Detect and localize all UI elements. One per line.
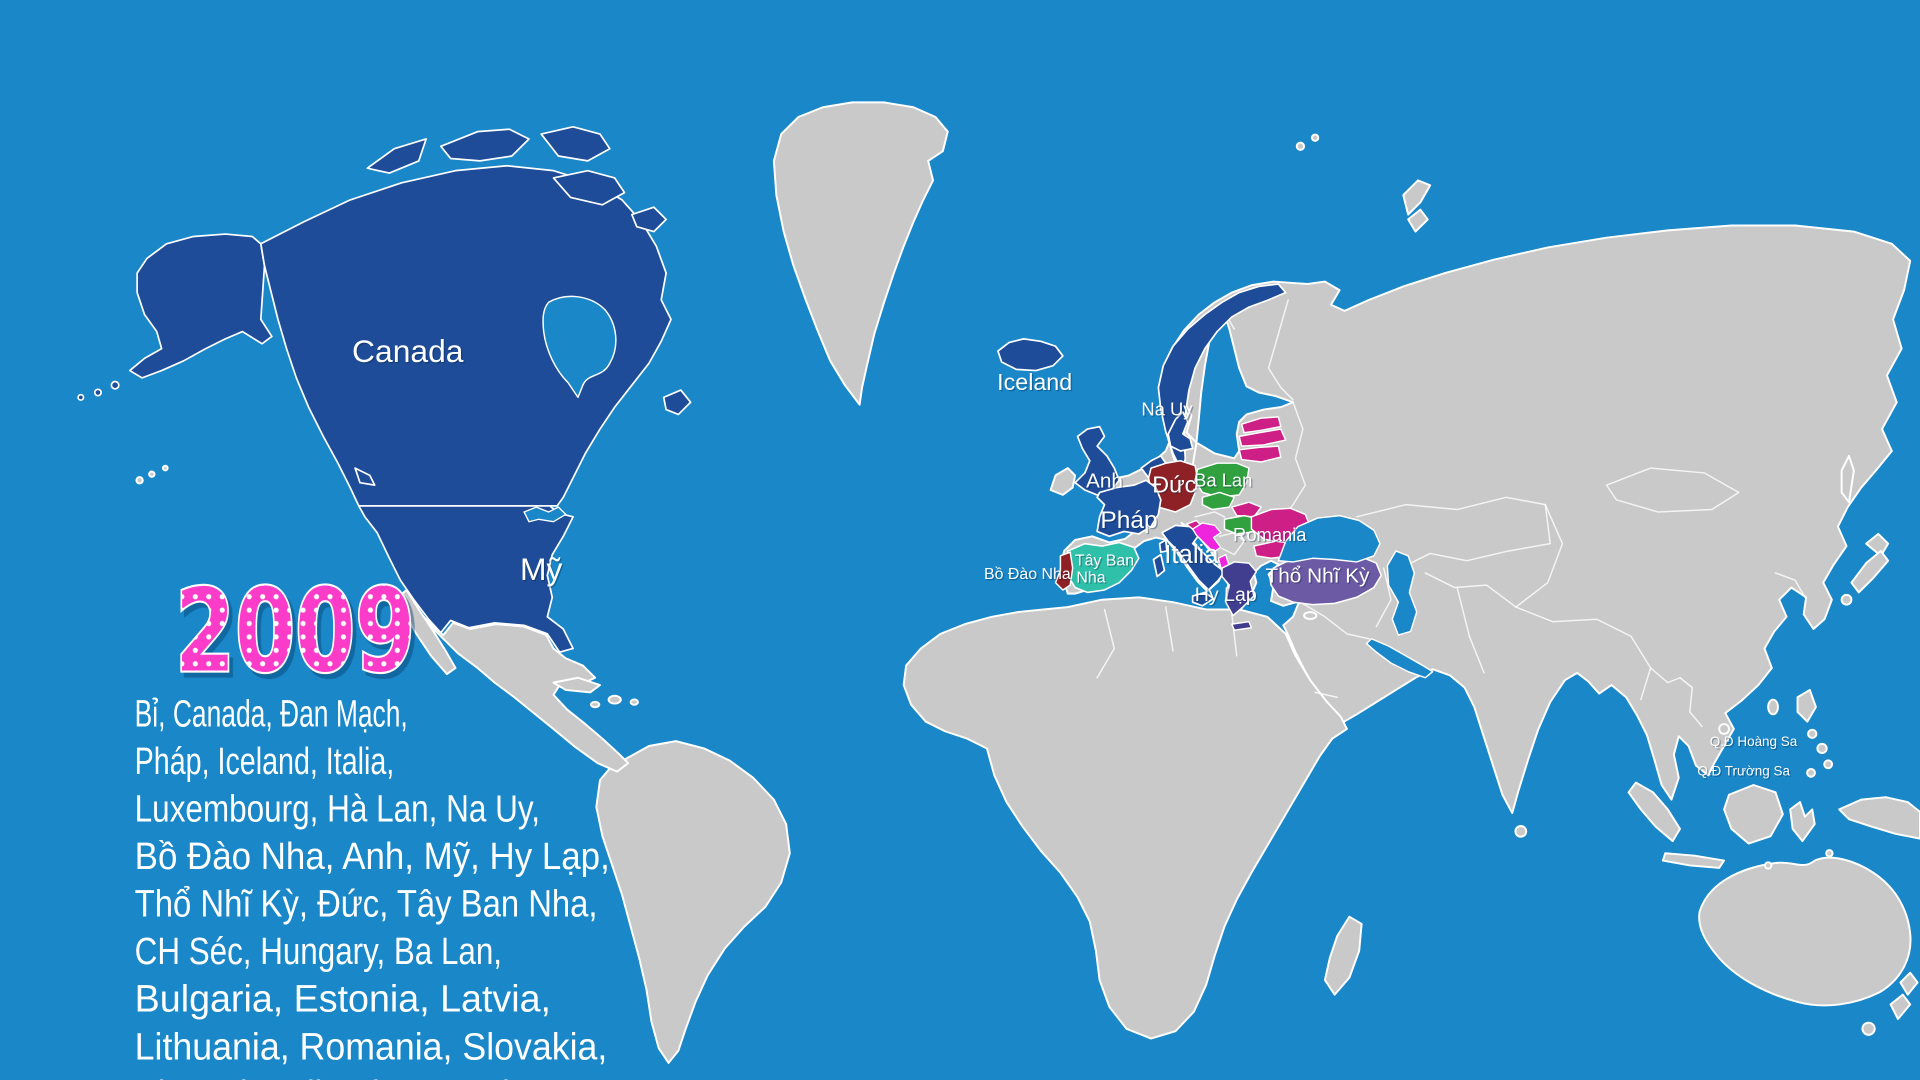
country-slovakia bbox=[1231, 501, 1262, 518]
caribbean-islands bbox=[552, 676, 639, 709]
label-spratly-islands: Q.Đ Trường Sa bbox=[1697, 763, 1790, 778]
black-sea bbox=[1277, 514, 1381, 563]
label-spain-line2: Nha bbox=[1076, 570, 1105, 587]
tasmania bbox=[1861, 1021, 1876, 1036]
ireland bbox=[1049, 467, 1077, 496]
country-canada bbox=[259, 164, 672, 507]
country-border-seams bbox=[1096, 299, 1806, 728]
great-lakes bbox=[523, 506, 567, 523]
continent-africa bbox=[902, 596, 1348, 1040]
cyprus bbox=[1303, 611, 1318, 620]
hudson-bay bbox=[542, 295, 617, 399]
sardinia bbox=[1152, 553, 1166, 578]
east-asia-islands bbox=[1514, 454, 1890, 838]
continent-south-america bbox=[595, 740, 791, 1064]
hawaii-islands bbox=[135, 464, 169, 485]
country-usa bbox=[357, 505, 574, 653]
country-lithuania bbox=[1238, 445, 1282, 463]
label-uk: Anh bbox=[1086, 470, 1123, 493]
madagascar bbox=[1323, 915, 1363, 996]
label-portugal: Bồ Đào Nha bbox=[984, 566, 1071, 583]
caspian-sea bbox=[1386, 550, 1418, 636]
label-romania: Romania bbox=[1233, 524, 1307, 545]
label-canada: Canada bbox=[352, 333, 464, 369]
country-croatia bbox=[1191, 522, 1222, 553]
country-denmark bbox=[1167, 411, 1194, 452]
list-line: CH Séc, Hungary, Ba Lan, bbox=[135, 931, 502, 973]
label-paracel-islands: Q.Đ Hoàng Sa bbox=[1710, 734, 1798, 749]
label-norway: Na Uy bbox=[1141, 399, 1193, 420]
country-france bbox=[1096, 479, 1162, 538]
member-country-list: Bỉ, Canada, Đan Mạch, Pháp, Iceland, Ita… bbox=[135, 694, 610, 1080]
label-poland: Ba Lan bbox=[1194, 469, 1252, 490]
vancouver-island bbox=[354, 467, 376, 486]
country-estonia bbox=[1240, 416, 1282, 434]
aleutian-islands bbox=[77, 380, 120, 401]
crete bbox=[1231, 620, 1253, 631]
year-title: 2009 bbox=[175, 565, 415, 699]
label-france: Pháp bbox=[1100, 507, 1157, 534]
label-usa: Mỹ bbox=[520, 551, 563, 587]
label-germany: Đức bbox=[1152, 472, 1196, 498]
country-greece bbox=[1221, 561, 1258, 617]
continent-eurasia bbox=[1059, 224, 1912, 815]
australia bbox=[1698, 856, 1912, 1007]
southeast-asia-islands bbox=[1627, 688, 1920, 870]
list-line: Bỉ, Canada, Đan Mạch, bbox=[135, 694, 408, 736]
list-line: Lithuania, Romania, Slovakia, bbox=[135, 1026, 608, 1068]
label-spain-line1: Tây Ban bbox=[1075, 553, 1134, 570]
label-turkey: Thổ Nhĩ Kỳ bbox=[1266, 565, 1371, 588]
list-line: Bulgaria, Estonia, Latvia, bbox=[135, 979, 551, 1021]
label-iceland: Iceland bbox=[997, 369, 1072, 395]
country-norway bbox=[1157, 283, 1287, 474]
list-line: Luxembourg, Hà Lan, Na Uy, bbox=[135, 789, 540, 831]
greenland bbox=[772, 101, 949, 406]
country-latvia bbox=[1238, 428, 1287, 447]
list-line: Bồ Đào Nha, Anh, Mỹ, Hy Lạp, bbox=[135, 836, 610, 878]
list-line: Thổ Nhĩ Kỳ, Đức, Tây Ban Nha, bbox=[135, 884, 598, 926]
new-zealand bbox=[1889, 971, 1919, 1021]
label-greece: Hy Lạp bbox=[1195, 584, 1257, 606]
baja-california bbox=[396, 589, 457, 676]
country-alaska bbox=[128, 233, 273, 379]
label-italy: Italia bbox=[1164, 541, 1219, 569]
sicily bbox=[1191, 591, 1215, 607]
country-portugal bbox=[1054, 551, 1074, 591]
list-line: Slovenia, Albania, Croatia bbox=[135, 1074, 530, 1080]
list-line: Pháp, Iceland, Italia, bbox=[135, 741, 395, 783]
arctic-islands-russia bbox=[1295, 133, 1432, 233]
newfoundland bbox=[662, 389, 692, 416]
corsica bbox=[1158, 539, 1168, 554]
canadian-arctic-islands bbox=[366, 125, 667, 233]
persian-gulf bbox=[1365, 638, 1434, 679]
country-iceland bbox=[997, 338, 1064, 372]
country-czech bbox=[1201, 491, 1236, 511]
mexico-central-america bbox=[415, 608, 630, 773]
country-poland bbox=[1194, 462, 1250, 499]
